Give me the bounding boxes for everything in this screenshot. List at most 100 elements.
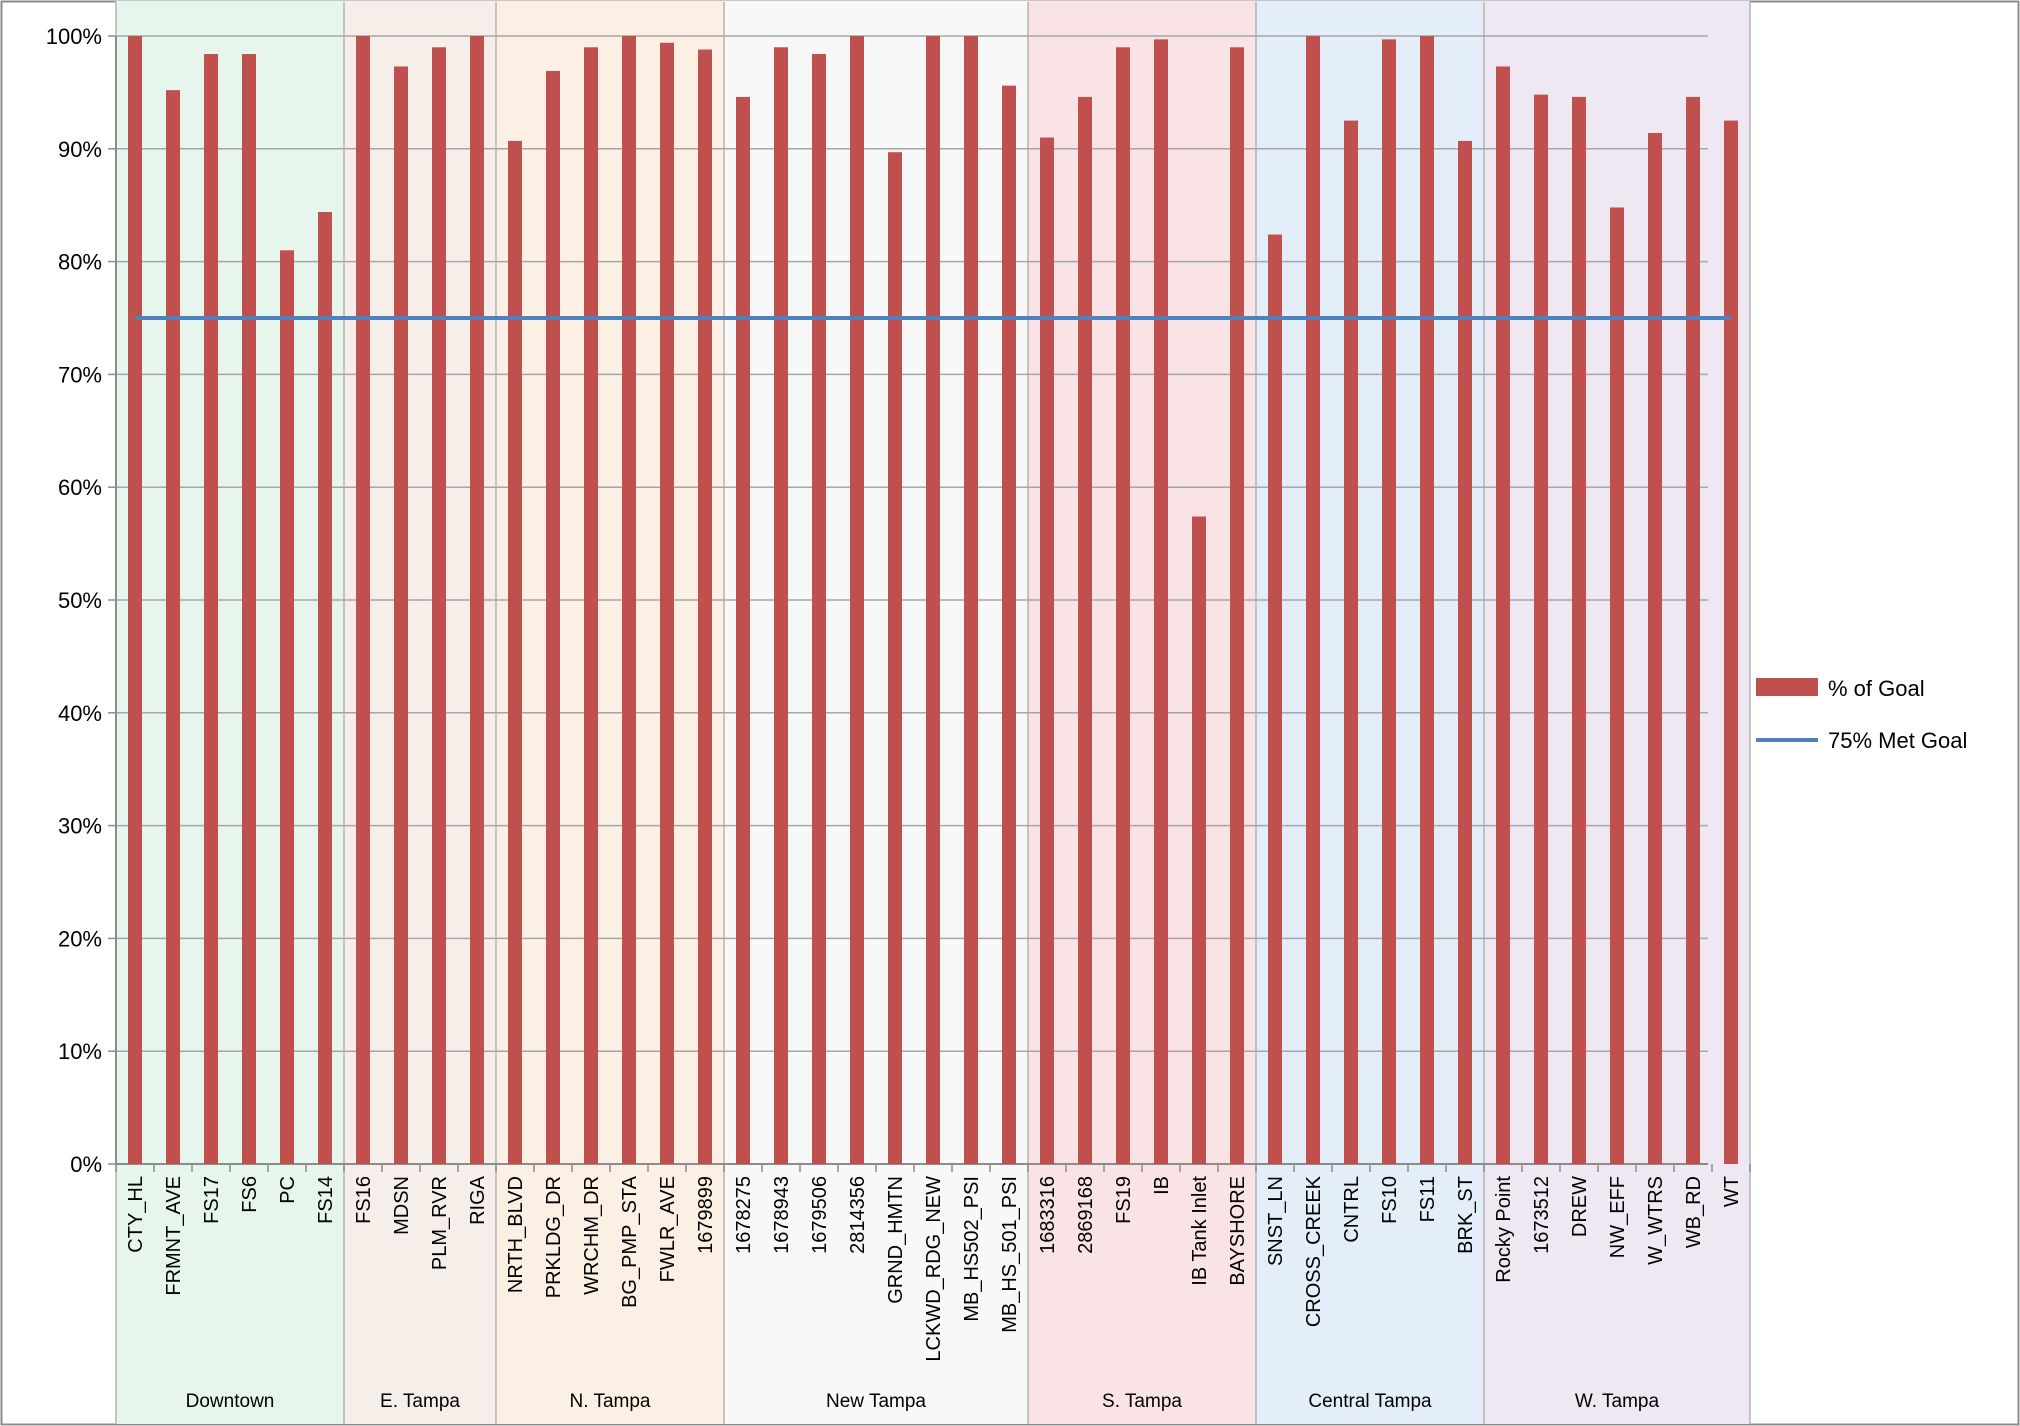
bar-MB_HS502_PSI xyxy=(964,36,978,1164)
y-tick-label: 70% xyxy=(58,362,102,387)
y-tick-label: 80% xyxy=(58,250,102,275)
legend: % of Goal 75% Met Goal xyxy=(1756,676,1967,753)
category-label: GRND_HMTN xyxy=(885,1176,907,1304)
group-label: Downtown xyxy=(186,1391,275,1412)
category-label: NW_EFF xyxy=(1607,1176,1629,1258)
bar-GRND_HMTN xyxy=(888,152,902,1164)
bar-PC xyxy=(280,250,294,1164)
bar-PLM_RVR xyxy=(432,47,446,1164)
y-axis-ticks: 0% 10% 20% 30% 40% 50% 60% 70% 80% 90% 100% xyxy=(46,24,102,1177)
category-label: Rocky Point xyxy=(1493,1176,1515,1283)
category-label: FS17 xyxy=(201,1176,223,1224)
category-label: PRKLDG_DR xyxy=(543,1176,565,1298)
bar-RIGA xyxy=(470,36,484,1164)
bar-WRCHM_DR xyxy=(584,47,598,1164)
bar-1683316 xyxy=(1040,137,1054,1164)
bar-IB xyxy=(1154,39,1168,1164)
category-label: PLM_RVR xyxy=(429,1176,451,1270)
category-label: 2869168 xyxy=(1075,1176,1097,1254)
category-label: MDSN xyxy=(391,1176,413,1235)
category-label: IB xyxy=(1151,1176,1173,1195)
bar-CROSS_CREEK xyxy=(1306,36,1320,1164)
y-tick-label: 60% xyxy=(58,475,102,500)
category-label: IB Tank Inlet xyxy=(1189,1176,1211,1286)
category-label: FS6 xyxy=(239,1176,261,1213)
y-tick-label: 50% xyxy=(58,588,102,613)
category-label: FS16 xyxy=(353,1176,375,1224)
category-label: 1679506 xyxy=(809,1176,831,1254)
category-label: 1673512 xyxy=(1531,1176,1553,1254)
bar-FS11 xyxy=(1420,36,1434,1164)
category-label: FS10 xyxy=(1379,1176,1401,1224)
bar-FS19 xyxy=(1116,47,1130,1164)
bar-1679899 xyxy=(698,49,712,1164)
bars xyxy=(128,36,1738,1165)
category-label: RIGA xyxy=(467,1175,489,1225)
bar-FWLR_AVE xyxy=(660,42,674,1165)
y-tick-label: 40% xyxy=(58,701,102,726)
bar-WT xyxy=(1724,120,1738,1165)
y-tick-label: 0% xyxy=(70,1152,102,1177)
group-label: N. Tampa xyxy=(570,1391,651,1412)
legend-label-line: 75% Met Goal xyxy=(1828,728,1967,753)
bar-W_WTRS xyxy=(1648,133,1662,1164)
category-label: 1683316 xyxy=(1037,1176,1059,1254)
bar-LCKWD_RDG_NEW xyxy=(926,36,940,1164)
category-label: WB_RD xyxy=(1683,1176,1705,1248)
bar-CTY_HL xyxy=(128,36,142,1164)
bar-MB_HS_501_PSI xyxy=(1002,85,1016,1165)
bar-FS17 xyxy=(204,54,218,1165)
bar-FS6 xyxy=(242,54,256,1165)
category-label: FRMNT_AVE xyxy=(163,1176,185,1296)
bar-WB_RD xyxy=(1686,96,1700,1165)
category-label: LCKWD_RDG_NEW xyxy=(923,1176,945,1362)
bar-BG_PMP_STA xyxy=(622,36,636,1164)
y-tick-label: 10% xyxy=(58,1039,102,1064)
category-label: 2814356 xyxy=(847,1176,869,1254)
category-label: SNST_LN xyxy=(1265,1176,1287,1266)
gridlines xyxy=(108,35,1751,1172)
bar-1678943 xyxy=(774,47,788,1164)
bar-1678275 xyxy=(736,96,750,1165)
group-label: S. Tampa xyxy=(1102,1391,1182,1412)
legend-bar-swatch xyxy=(1756,678,1818,696)
category-label: CNTRL xyxy=(1341,1176,1363,1243)
bar-CNTRL xyxy=(1344,120,1358,1165)
category-label: MB_HS502_PSI xyxy=(961,1176,983,1322)
category-label: BG_PMP_STA xyxy=(619,1175,641,1308)
bar-2814356 xyxy=(850,36,864,1164)
category-label: FS19 xyxy=(1113,1176,1135,1224)
category-label: DREW xyxy=(1569,1176,1591,1237)
bar-FS14 xyxy=(318,211,332,1164)
group-labels: Downtown E. Tampa N. Tampa New Tampa S. Tamp… xyxy=(186,1391,1660,1412)
group-label: Central Tampa xyxy=(1308,1391,1432,1412)
y-tick-label: 100% xyxy=(46,24,102,49)
bar-NW_EFF xyxy=(1610,207,1624,1164)
bar-1679506 xyxy=(812,54,826,1165)
category-label: BAYSHORE xyxy=(1227,1176,1249,1286)
bar-1673512 xyxy=(1534,94,1548,1164)
group-label: W. Tampa xyxy=(1575,1391,1660,1412)
group-label: E. Tampa xyxy=(380,1391,460,1412)
category-label: FS14 xyxy=(315,1176,337,1224)
category-label: FWLR_AVE xyxy=(657,1176,679,1282)
bar-BAYSHORE xyxy=(1230,47,1244,1164)
bar-FRMNT_AVE xyxy=(166,90,180,1164)
bar-NRTH_BLVD xyxy=(508,140,522,1165)
bar-SNST_LN xyxy=(1268,234,1282,1164)
bar-Rocky Point xyxy=(1496,66,1510,1164)
category-label: WRCHM_DR xyxy=(581,1176,603,1295)
category-label: BRK_ST xyxy=(1455,1176,1477,1254)
category-label: WT xyxy=(1721,1176,1743,1207)
category-label: MB_HS_501_PSI xyxy=(999,1176,1021,1333)
y-tick-label: 20% xyxy=(58,926,102,951)
bar-PRKLDG_DR xyxy=(546,70,560,1164)
category-label: 1678275 xyxy=(733,1176,755,1254)
bar-FS16 xyxy=(356,36,370,1164)
category-label: W_WTRS xyxy=(1645,1176,1667,1265)
legend-label-bar: % of Goal xyxy=(1828,676,1925,701)
category-label: PC xyxy=(277,1176,299,1204)
bar-BRK_ST xyxy=(1458,140,1472,1165)
